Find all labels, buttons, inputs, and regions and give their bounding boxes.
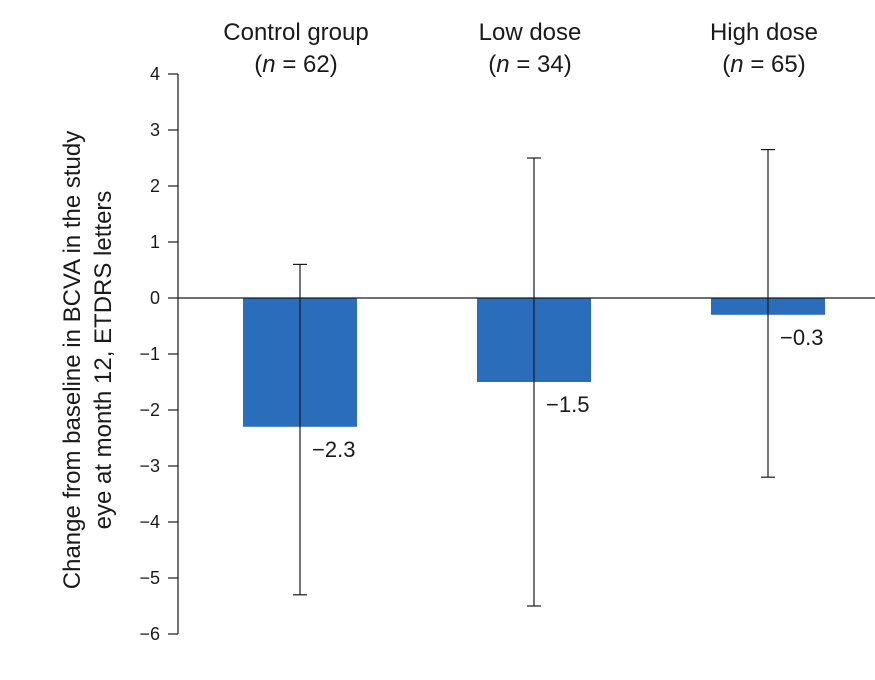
category-name: Low dose [479, 19, 582, 46]
y-tick-label: −6 [139, 624, 160, 644]
error-bar-3 [761, 149, 775, 478]
y-tick-label: −4 [139, 512, 160, 532]
category-labels: Control group (n = 62) Low dose (n = 34) Hig… [223, 19, 818, 78]
category-label-3: High dose (n = 65) [710, 19, 818, 78]
y-tick-label: −2 [139, 400, 160, 420]
value-label-2: −1.5 [546, 392, 589, 417]
category-label-2: Low dose (n = 34) [479, 19, 582, 78]
category-name: Control group [223, 19, 368, 46]
y-tick-label: 1 [150, 232, 160, 252]
y-tick-label: −3 [139, 456, 160, 476]
y-axis-ticks: 4 3 2 1 0 −1 −2 −3 −4 −5 −6 [139, 64, 178, 644]
category-name: High dose [710, 19, 818, 46]
y-tick-label: 2 [150, 176, 160, 196]
category-label-1: Control group (n = 62) [223, 19, 368, 78]
value-labels: −2.3 −1.5 −0.3 [312, 325, 823, 462]
y-axis-title-line-1: Change from baseline in BCVA in the stud… [59, 131, 86, 589]
error-bar-1 [293, 263, 307, 596]
category-sample-size: (n = 34) [488, 51, 571, 78]
y-tick-label: −5 [139, 568, 160, 588]
y-tick-label: 4 [150, 64, 160, 84]
y-tick-label: −1 [139, 344, 160, 364]
category-sample-size: (n = 65) [722, 51, 805, 78]
value-label-1: −2.3 [312, 437, 355, 462]
value-label-3: −0.3 [780, 325, 823, 350]
category-sample-size: (n = 62) [254, 51, 337, 78]
error-bar-2 [527, 157, 541, 607]
y-axis-title-line-2: eye at month 12, ETDRS letters [90, 191, 117, 530]
y-axis-title: Change from baseline in BCVA in the stud… [59, 131, 117, 589]
y-tick-label: 0 [150, 288, 160, 308]
y-tick-label: 3 [150, 120, 160, 140]
error-bars [293, 149, 775, 607]
